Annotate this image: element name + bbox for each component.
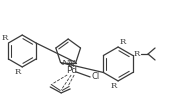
Text: N: N [68,59,75,66]
Text: R: R [119,38,125,46]
Text: R: R [1,34,7,42]
Text: R: R [15,68,21,76]
Text: N: N [62,59,69,66]
Text: Pd: Pd [67,66,78,75]
Text: R: R [111,82,117,90]
Text: Cl: Cl [91,72,99,81]
Text: R: R [134,50,140,58]
